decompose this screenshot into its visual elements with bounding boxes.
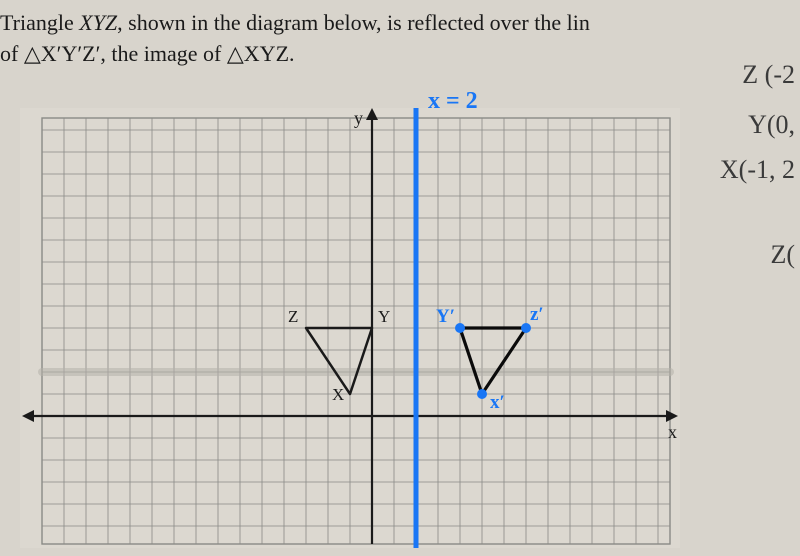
- handwritten-z-coord: Z (-2: [742, 60, 795, 90]
- handwritten-y-coord: Y(0,: [748, 110, 795, 140]
- text: , the image of: [100, 41, 226, 66]
- triangle-name: XYZ: [79, 10, 117, 35]
- vertex-label-z′: z′: [530, 304, 544, 325]
- x-axis-label: x: [668, 422, 677, 442]
- coordinate-graph: x y X Y Zx′ Y′ z′: [20, 108, 680, 548]
- problem-line-1: Triangle XYZ, shown in the diagram below…: [0, 8, 590, 39]
- vertex-label-Z: Z: [288, 307, 298, 326]
- handwritten-z-bottom: Z(: [770, 240, 795, 270]
- vertex-marker: [455, 323, 465, 333]
- handwritten-x-coord: X(-1, 2: [720, 155, 795, 185]
- problem-statement: Triangle XYZ, shown in the diagram below…: [0, 8, 590, 70]
- text: of: [0, 41, 24, 66]
- triangle-prime: △X′Y′Z′: [24, 41, 101, 66]
- text: , shown in the diagram below, is reflect…: [117, 10, 590, 35]
- triangle-orig: △XYZ: [227, 41, 289, 66]
- vertex-label-Y: Y: [378, 307, 390, 326]
- vertex-label-Y′: Y′: [436, 306, 455, 327]
- vertex-label-X: X: [332, 385, 344, 404]
- reflection-line-label: x = 2: [428, 88, 478, 115]
- graph-svg: x y X Y Zx′ Y′ z′: [20, 108, 680, 548]
- y-axis-label: y: [354, 108, 363, 128]
- problem-line-2: of △X′Y′Z′, the image of △XYZ.: [0, 39, 590, 70]
- vertex-marker: [477, 389, 487, 399]
- text: .: [289, 41, 295, 66]
- text: Triangle: [0, 10, 79, 35]
- vertex-label-x′: x′: [490, 392, 505, 413]
